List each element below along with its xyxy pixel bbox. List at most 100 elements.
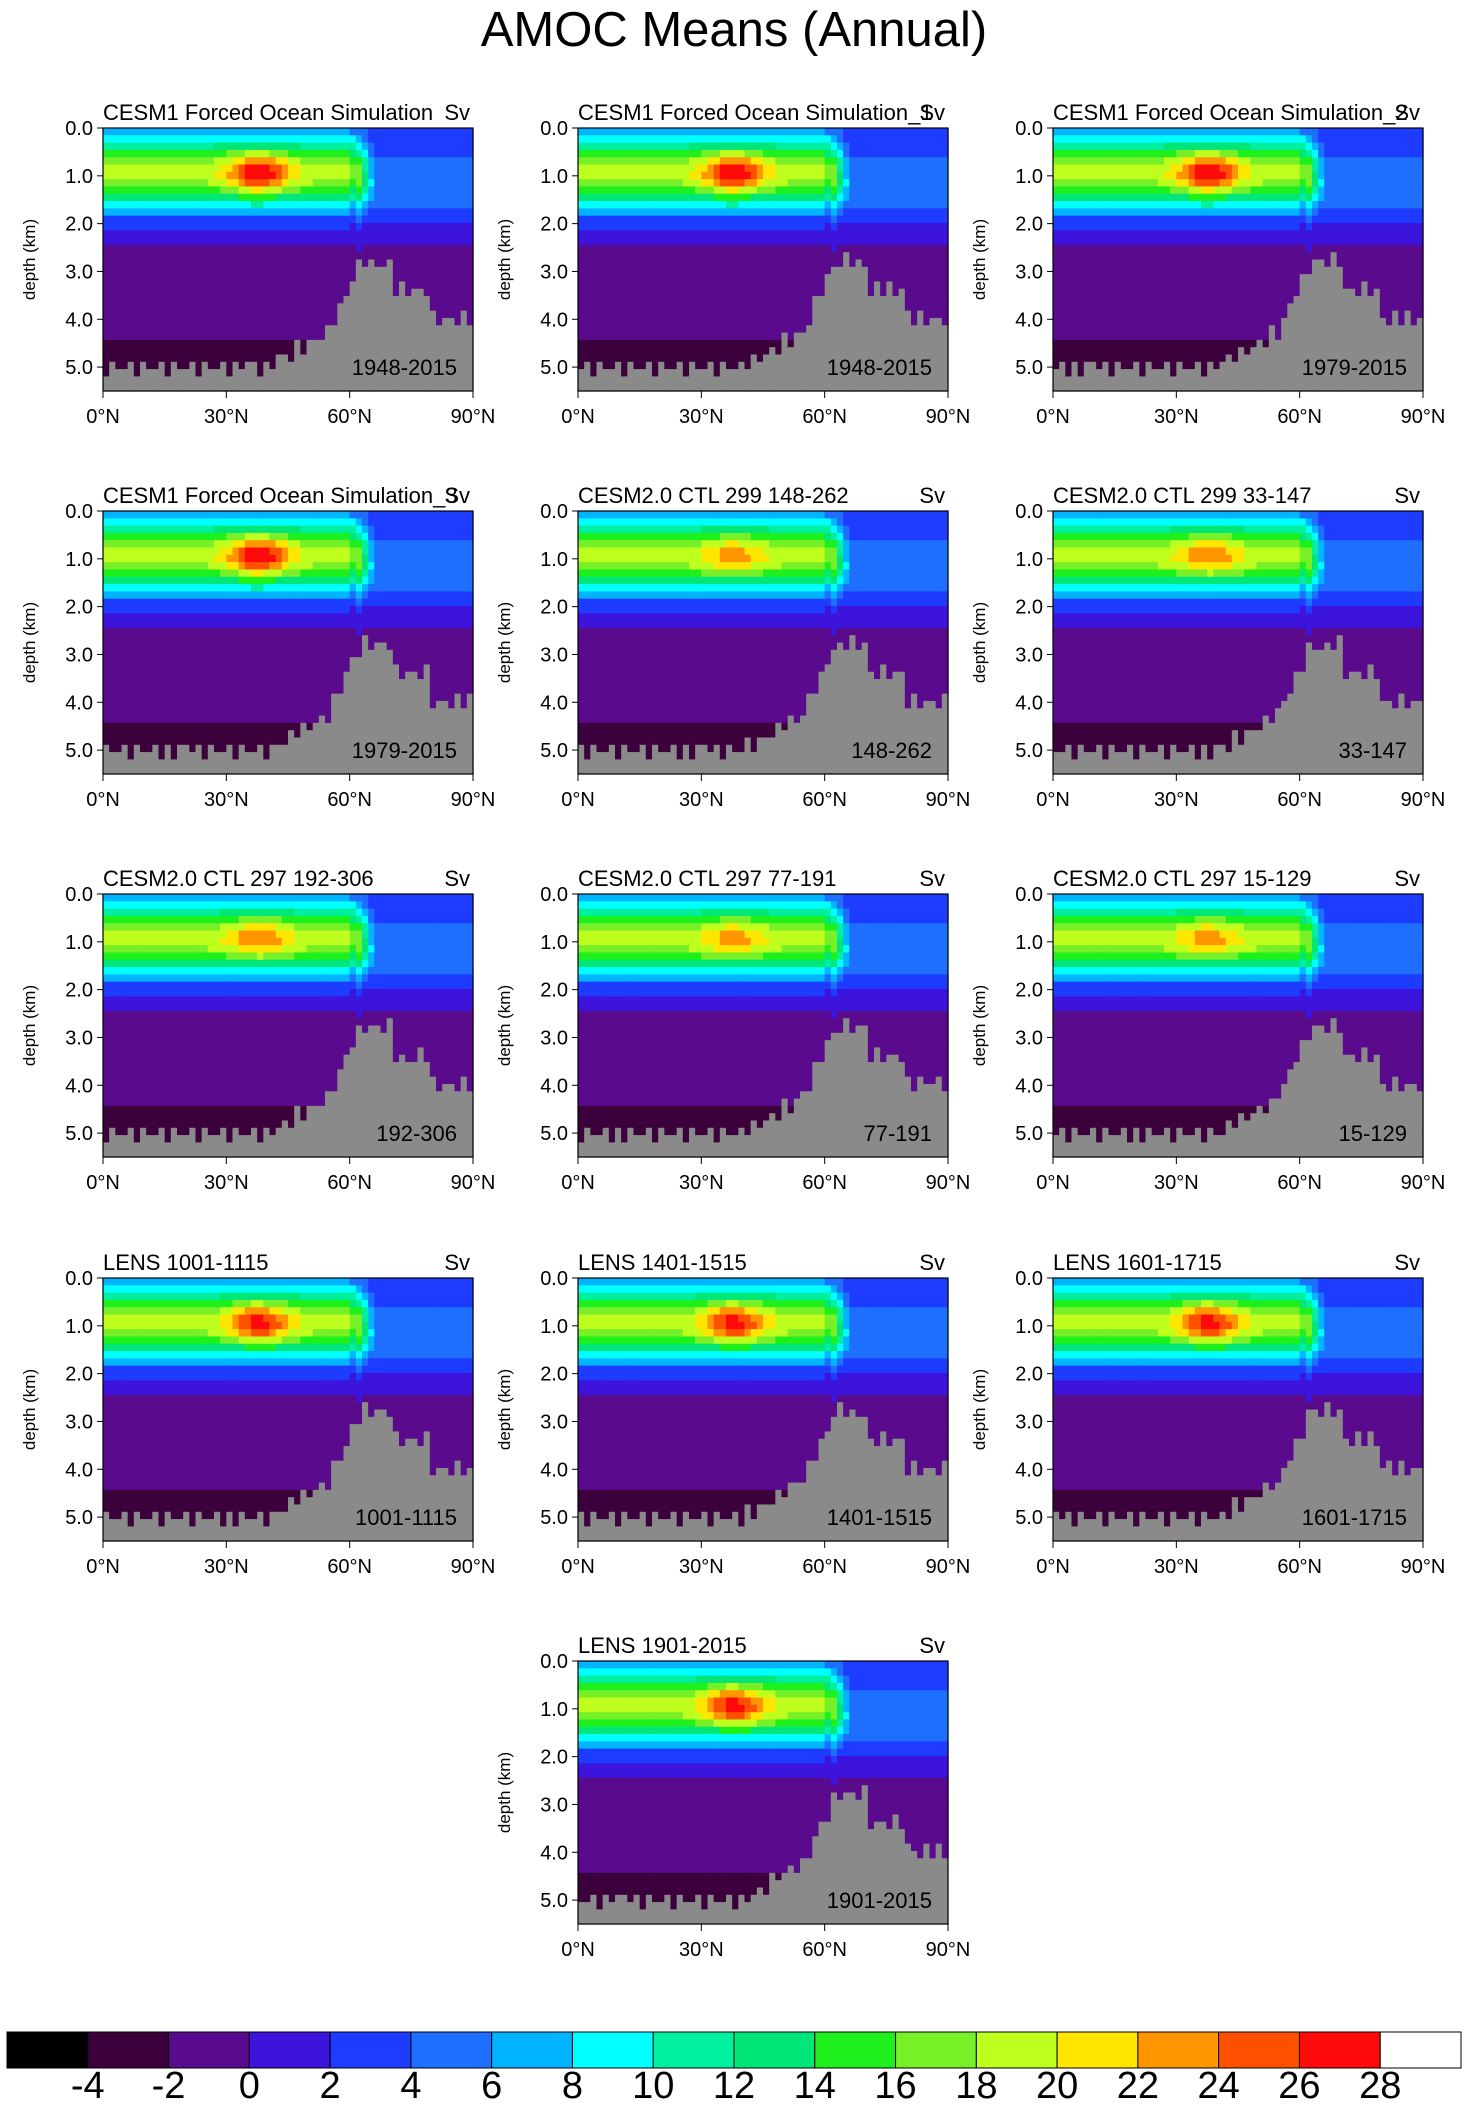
colorbar-label: 22 <box>1117 2065 1159 2107</box>
colorbar-label: 12 <box>713 2065 755 2107</box>
panel: CESM2.0 CTL 297 192-306 Sv192-3060.01.02.… <box>20 866 495 1194</box>
y-tick-label: 2.0 <box>1015 1364 1043 1386</box>
panel: CESM1 Forced Ocean Simulation_2Sv1979-20… <box>970 100 1445 428</box>
panel-units: Sv <box>444 866 470 891</box>
y-tick-label: 3.0 <box>1015 261 1043 283</box>
y-tick-label: 1.0 <box>65 1316 93 1338</box>
x-tick-label: 0°N <box>561 1172 595 1194</box>
colorbar-swatch <box>88 2032 169 2068</box>
colorbar-swatch <box>1138 2032 1219 2068</box>
x-tick-label: 90°N <box>926 1939 971 1961</box>
streamfunction-field <box>578 128 949 392</box>
y-tick-label: 0.0 <box>540 884 568 906</box>
y-tick-label: 2.0 <box>65 980 93 1002</box>
x-tick-label: 0°N <box>1036 1556 1070 1578</box>
panel-title: CESM1 Forced Ocean Simulation_2 <box>1053 100 1408 125</box>
x-tick-label: 90°N <box>451 1172 496 1194</box>
y-tick-label: 1.0 <box>540 932 568 954</box>
y-tick-label: 2.0 <box>540 980 568 1002</box>
y-tick-label: 5.0 <box>1015 357 1043 379</box>
colorbar-label: 4 <box>400 2065 421 2107</box>
panel-units: Sv <box>919 100 945 125</box>
x-tick-label: 0°N <box>86 789 120 811</box>
y-tick-label: 1.0 <box>540 1699 568 1721</box>
x-tick-label: 30°N <box>679 789 724 811</box>
panel: CESM1 Forced Ocean Simulation_3Sv1979-20… <box>20 483 495 811</box>
y-tick-label: 5.0 <box>540 1507 568 1529</box>
panels: CESM1 Forced Ocean Simulation Sv1948-2015… <box>20 100 1445 1961</box>
y-tick-label: 1.0 <box>65 166 93 188</box>
colorbar-swatch <box>411 2032 492 2068</box>
colorbar-swatch <box>572 2032 653 2068</box>
panel-units: Sv <box>1394 866 1420 891</box>
panel-units: Sv <box>919 1633 945 1658</box>
colorbar-label: 8 <box>562 2065 583 2107</box>
y-axis-label: depth (km) <box>20 985 39 1066</box>
y-axis-label: depth (km) <box>20 602 39 683</box>
streamfunction-field <box>578 1278 949 1542</box>
panel-units: Sv <box>444 100 470 125</box>
panel-units: Sv <box>919 483 945 508</box>
y-axis-label: depth (km) <box>20 219 39 300</box>
x-tick-label: 60°N <box>327 789 372 811</box>
colorbar-swatch <box>815 2032 896 2068</box>
y-tick-label: 2.0 <box>65 1364 93 1386</box>
y-tick-label: 0.0 <box>65 884 93 906</box>
panel: CESM2.0 CTL 297 77-191 Sv77-1910.01.02.03… <box>495 866 970 1194</box>
x-tick-label: 90°N <box>451 406 496 428</box>
streamfunction-field <box>1053 511 1424 775</box>
panel: CESM1 Forced Ocean Simulation_1Sv1948-20… <box>495 100 970 428</box>
panel-title: CESM2.0 CTL 297 77-191 <box>578 866 836 891</box>
y-tick-label: 3.0 <box>1015 644 1043 666</box>
y-tick-label: 5.0 <box>1015 1507 1043 1529</box>
panel: LENS 1001-1115 Sv1001-11150.01.02.03.04.0… <box>20 1250 495 1578</box>
panel-period: 1001-1115 <box>355 1505 457 1530</box>
panel-title: CESM2.0 CTL 297 15-129 <box>1053 866 1311 891</box>
y-tick-label: 4.0 <box>540 1075 568 1097</box>
y-tick-label: 5.0 <box>1015 740 1043 762</box>
x-tick-label: 60°N <box>1277 789 1322 811</box>
x-tick-label: 90°N <box>1401 789 1446 811</box>
y-tick-label: 0.0 <box>65 1268 93 1290</box>
panel-period: 1948-2015 <box>352 355 457 380</box>
colorbar-label: 28 <box>1359 2065 1401 2107</box>
x-tick-label: 60°N <box>802 1556 847 1578</box>
y-tick-label: 3.0 <box>65 1027 93 1049</box>
panel: CESM2.0 CTL 297 15-129 Sv15-1290.01.02.03… <box>970 866 1445 1194</box>
x-tick-label: 90°N <box>451 1556 496 1578</box>
colorbar-label: 16 <box>874 2065 916 2107</box>
x-tick-label: 60°N <box>802 789 847 811</box>
colorbar-swatch <box>734 2032 815 2068</box>
y-tick-label: 4.0 <box>1015 692 1043 714</box>
y-axis-label: depth (km) <box>495 1752 514 1833</box>
y-axis-label: depth (km) <box>20 1369 39 1450</box>
x-tick-label: 60°N <box>1277 406 1322 428</box>
colorbar-label: 6 <box>481 2065 502 2107</box>
y-tick-label: 3.0 <box>540 1411 568 1433</box>
panel-period: 1901-2015 <box>827 1888 932 1913</box>
x-tick-label: 0°N <box>561 789 595 811</box>
panel-title: CESM2.0 CTL 299 33-147 <box>1053 483 1311 508</box>
y-tick-label: 2.0 <box>1015 214 1043 236</box>
colorbar-swatch <box>492 2032 573 2068</box>
panel: CESM1 Forced Ocean Simulation Sv1948-2015… <box>20 100 495 428</box>
x-tick-label: 30°N <box>204 789 249 811</box>
x-tick-label: 0°N <box>1036 406 1070 428</box>
x-tick-label: 60°N <box>802 1939 847 1961</box>
x-tick-label: 90°N <box>926 406 971 428</box>
y-tick-label: 2.0 <box>1015 980 1043 1002</box>
y-tick-label: 5.0 <box>540 740 568 762</box>
x-tick-label: 90°N <box>1401 406 1446 428</box>
x-tick-label: 30°N <box>1154 789 1199 811</box>
colorbar-swatch <box>1299 2032 1380 2068</box>
y-tick-label: 2.0 <box>65 214 93 236</box>
x-tick-label: 60°N <box>327 1172 372 1194</box>
streamfunction-field <box>103 1278 474 1542</box>
colorbar-swatch <box>653 2032 734 2068</box>
colorbar-swatch <box>1219 2032 1300 2068</box>
y-tick-label: 5.0 <box>65 1507 93 1529</box>
y-tick-label: 4.0 <box>65 309 93 331</box>
y-tick-label: 0.0 <box>1015 1268 1043 1290</box>
streamfunction-field <box>103 511 474 775</box>
